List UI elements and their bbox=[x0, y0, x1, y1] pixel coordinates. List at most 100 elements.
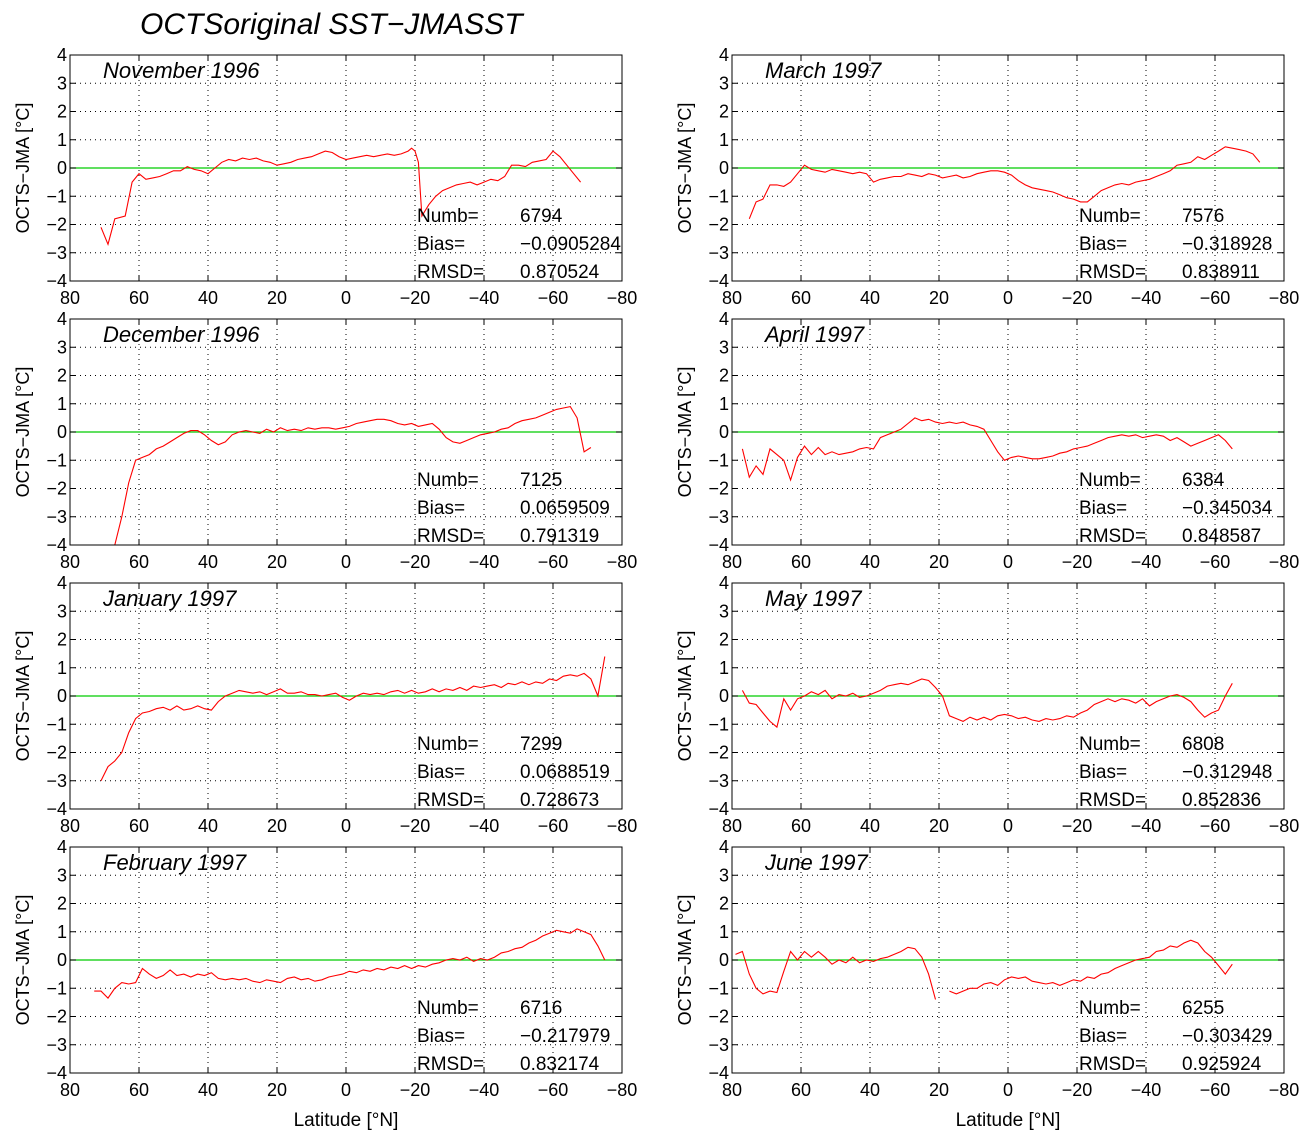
stat-value-bias: −0.217979 bbox=[520, 1026, 610, 1047]
stat-value-rmsd: 0.838911 bbox=[1182, 262, 1260, 283]
x-tick-label: −80 bbox=[1269, 816, 1300, 836]
y-axis-label: OCTS−JMA [°C] bbox=[13, 895, 33, 1026]
panel-title: November 1996 bbox=[103, 58, 260, 83]
x-tick-label: 60 bbox=[791, 1080, 811, 1100]
y-tick-label: 1 bbox=[719, 130, 729, 150]
x-tick-label: −40 bbox=[469, 288, 500, 308]
y-tick-label: 4 bbox=[57, 573, 67, 593]
x-tick-label: −40 bbox=[1131, 552, 1162, 572]
y-tick-label: 1 bbox=[719, 658, 729, 678]
x-tick-label: 80 bbox=[60, 1080, 80, 1100]
x-tick-label: 40 bbox=[860, 288, 880, 308]
x-tick-label: −60 bbox=[1200, 1080, 1231, 1100]
x-tick-label: 60 bbox=[791, 552, 811, 572]
x-tick-label: 20 bbox=[929, 816, 949, 836]
x-tick-label: −40 bbox=[1131, 288, 1162, 308]
y-tick-label: 0 bbox=[719, 686, 729, 706]
x-tick-label: 40 bbox=[198, 552, 218, 572]
y-tick-label: 3 bbox=[57, 73, 67, 93]
y-tick-label: −1 bbox=[708, 450, 729, 470]
x-axis-label-left: Latitude [°N] bbox=[294, 1110, 399, 1131]
y-tick-label: −2 bbox=[46, 743, 67, 763]
y-tick-label: 0 bbox=[57, 950, 67, 970]
stat-label-numb: Numb= bbox=[1079, 734, 1141, 755]
y-axis-label: OCTS−JMA [°C] bbox=[675, 895, 695, 1026]
y-tick-label: −2 bbox=[708, 1007, 729, 1027]
panel-title: January 1997 bbox=[102, 586, 237, 611]
panel-title: February 1997 bbox=[103, 850, 247, 875]
y-tick-label: −2 bbox=[46, 215, 67, 235]
stat-label-rmsd: RMSD= bbox=[1079, 1054, 1146, 1075]
x-tick-label: −80 bbox=[1269, 552, 1300, 572]
chart-panel: 80 60 40 20 0 −20 −40 −60 −80 4 3 2 1 0 −1 −2 −3 −4 OCTS−J… bbox=[13, 573, 637, 836]
y-axis-label: OCTS−JMA [°C] bbox=[13, 631, 33, 762]
data-series-line bbox=[741, 417, 1233, 482]
stat-value-bias: −0.312948 bbox=[1182, 762, 1272, 783]
chart-panel: 80 60 40 20 0 −20 −40 −60 −80 4 3 2 1 0 −1 −2 −3 −4 OCTS−J… bbox=[675, 837, 1299, 1100]
stat-value-rmsd: 0.870524 bbox=[520, 262, 600, 283]
y-tick-label: −3 bbox=[46, 1035, 67, 1055]
stat-label-rmsd: RMSD= bbox=[1079, 262, 1146, 283]
y-tick-label: −3 bbox=[46, 507, 67, 527]
y-tick-label: 3 bbox=[57, 337, 67, 357]
stat-value-rmsd: 0.791319 bbox=[520, 526, 599, 547]
x-tick-label: −20 bbox=[400, 552, 431, 572]
y-axis-label: OCTS−JMA [°C] bbox=[675, 631, 695, 762]
x-tick-label: −20 bbox=[400, 288, 431, 308]
x-tick-label: 40 bbox=[860, 552, 880, 572]
data-series-line bbox=[741, 678, 1233, 729]
stat-label-bias: Bias= bbox=[1079, 762, 1127, 783]
stat-value-numb: 6794 bbox=[520, 206, 563, 227]
y-axis-label: OCTS−JMA [°C] bbox=[13, 103, 33, 234]
stat-label-rmsd: RMSD= bbox=[417, 526, 484, 547]
stat-label-numb: Numb= bbox=[1079, 998, 1141, 1019]
x-tick-label: −40 bbox=[469, 552, 500, 572]
x-tick-label: −40 bbox=[469, 1080, 500, 1100]
stat-value-rmsd: 0.832174 bbox=[520, 1054, 600, 1075]
x-tick-label: −60 bbox=[538, 1080, 569, 1100]
data-series-line bbox=[94, 928, 606, 999]
stat-label-numb: Numb= bbox=[417, 734, 479, 755]
y-tick-label: −3 bbox=[708, 243, 729, 263]
x-tick-label: 80 bbox=[60, 552, 80, 572]
y-tick-label: −1 bbox=[46, 186, 67, 206]
y-tick-label: 0 bbox=[719, 422, 729, 442]
x-tick-label: 0 bbox=[341, 288, 351, 308]
chart-panel: 80 60 40 20 0 −20 −40 −60 −80 4 3 2 1 0 −1 −2 −3 −4 OCTS−J… bbox=[13, 309, 637, 572]
data-series-line bbox=[114, 405, 592, 546]
y-tick-label: −1 bbox=[46, 978, 67, 998]
x-tick-label: −40 bbox=[469, 816, 500, 836]
data-series-line bbox=[735, 946, 937, 1000]
y-tick-label: −1 bbox=[46, 714, 67, 734]
x-tick-label: 20 bbox=[267, 552, 287, 572]
x-tick-label: −60 bbox=[1200, 552, 1231, 572]
y-tick-label: −3 bbox=[46, 771, 67, 791]
y-tick-label: 1 bbox=[57, 394, 67, 414]
y-tick-label: −2 bbox=[46, 1007, 67, 1027]
x-tick-label: 20 bbox=[267, 288, 287, 308]
x-tick-label: 0 bbox=[1003, 288, 1013, 308]
y-tick-label: −1 bbox=[708, 978, 729, 998]
data-series-line bbox=[100, 147, 582, 247]
x-tick-label: 60 bbox=[791, 288, 811, 308]
y-tick-label: −4 bbox=[708, 799, 729, 819]
stat-value-bias: 0.0659509 bbox=[520, 498, 610, 519]
y-tick-label: 0 bbox=[719, 950, 729, 970]
x-tick-label: 40 bbox=[860, 1080, 880, 1100]
y-axis-label: OCTS−JMA [°C] bbox=[675, 367, 695, 498]
panel-title: December 1996 bbox=[103, 322, 260, 347]
y-tick-label: −1 bbox=[708, 714, 729, 734]
x-tick-label: 0 bbox=[1003, 552, 1013, 572]
y-tick-label: 3 bbox=[719, 337, 729, 357]
x-tick-label: 60 bbox=[129, 816, 149, 836]
stat-label-rmsd: RMSD= bbox=[417, 1054, 484, 1075]
y-tick-label: −3 bbox=[708, 507, 729, 527]
x-tick-label: −40 bbox=[1131, 816, 1162, 836]
x-tick-label: 80 bbox=[722, 552, 742, 572]
stat-label-numb: Numb= bbox=[1079, 206, 1141, 227]
x-tick-label: 20 bbox=[929, 288, 949, 308]
stat-value-numb: 7576 bbox=[1182, 206, 1224, 227]
y-tick-label: 2 bbox=[719, 102, 729, 122]
y-tick-label: 4 bbox=[57, 309, 67, 329]
